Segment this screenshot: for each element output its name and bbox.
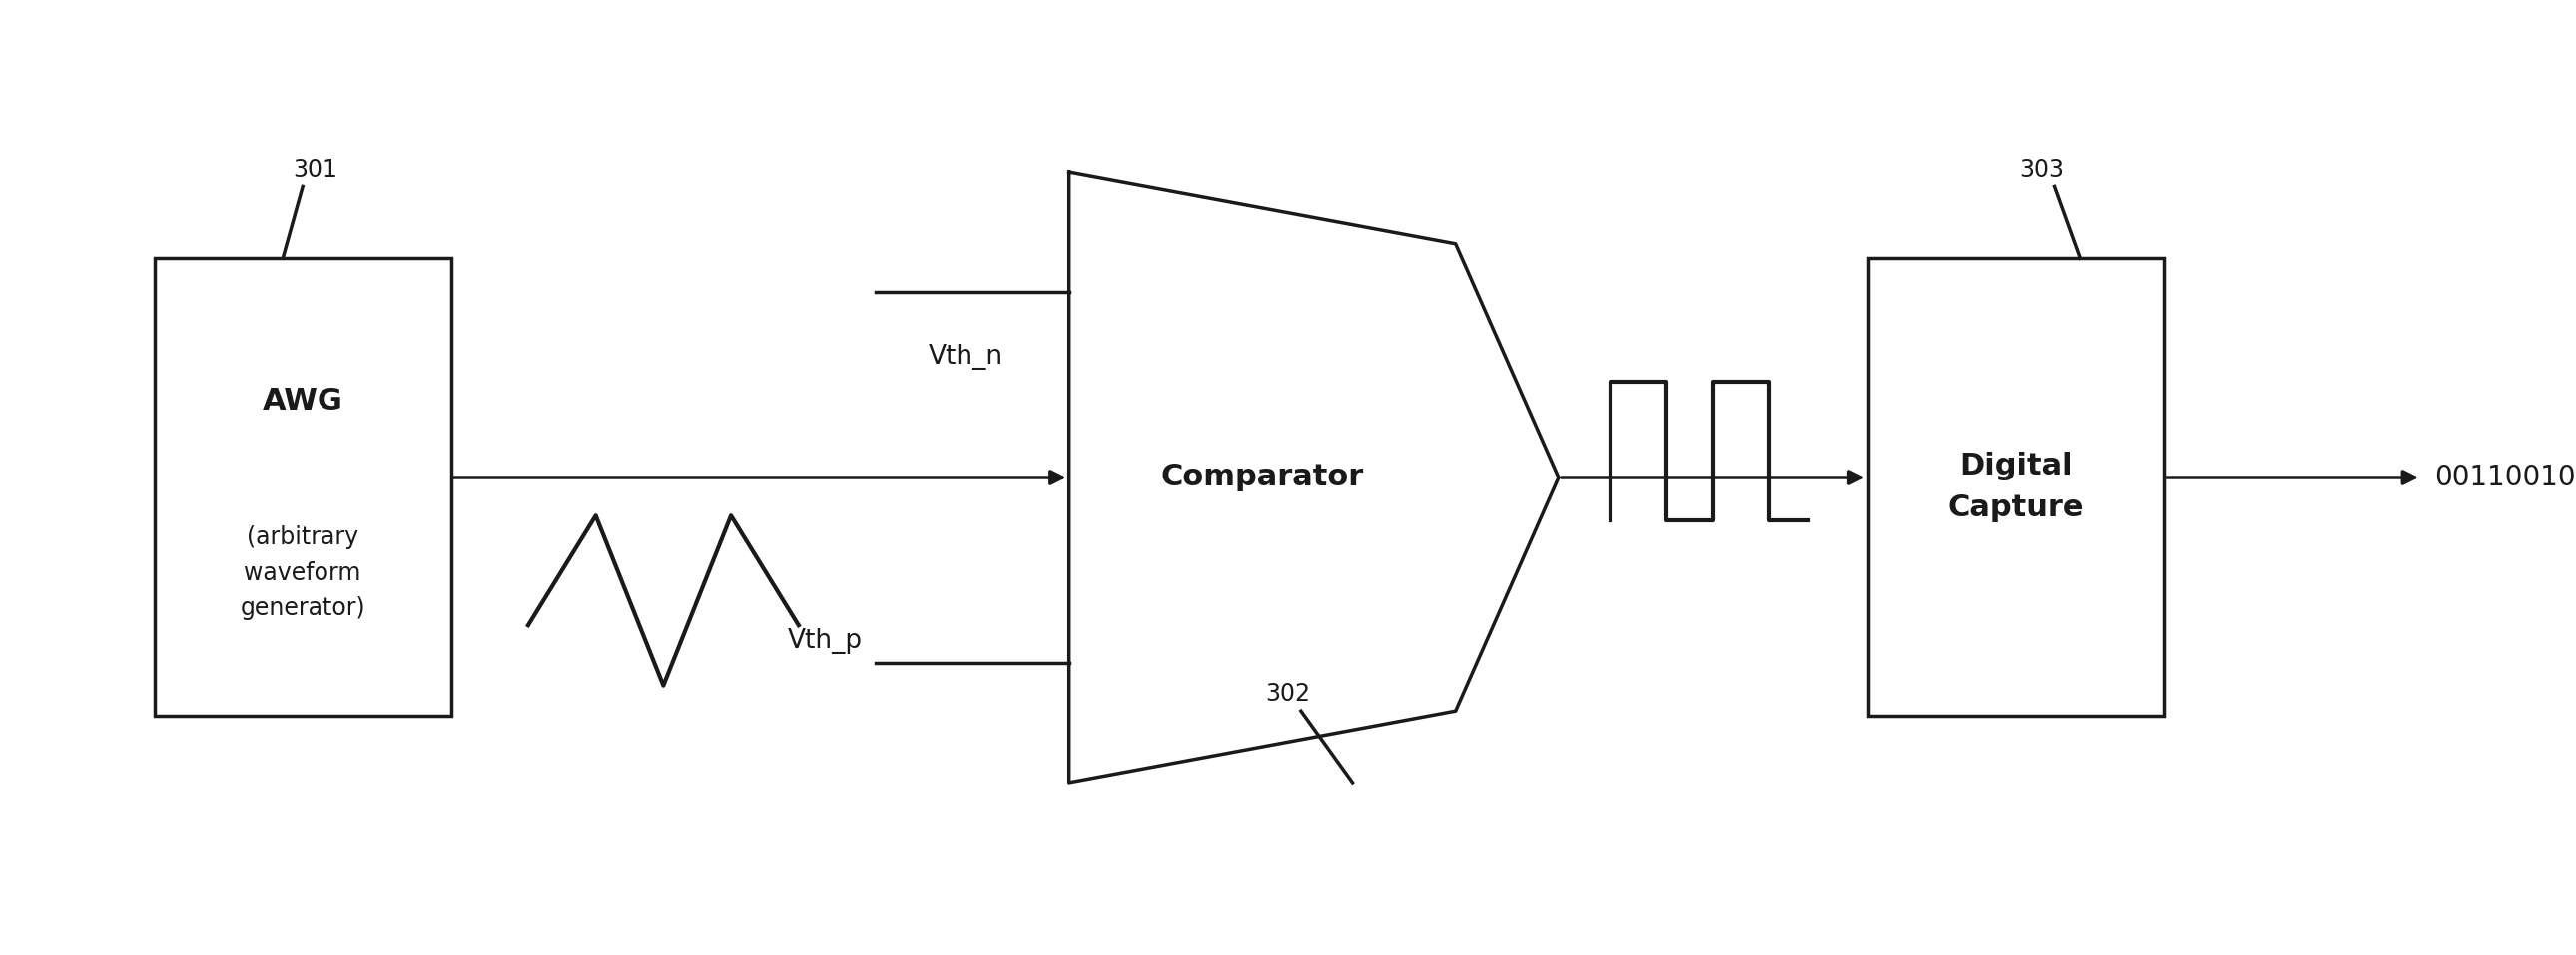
Text: 301: 301	[294, 158, 337, 181]
Text: 302: 302	[1265, 683, 1311, 707]
Text: Digital
Capture: Digital Capture	[1947, 451, 2084, 523]
Bar	[1868, 258, 2164, 716]
Text: 00110010: 00110010	[2434, 463, 2576, 492]
Text: (arbitrary
waveform
generator): (arbitrary waveform generator)	[240, 525, 366, 621]
Text: 303: 303	[2020, 158, 2063, 181]
Bar	[155, 258, 451, 716]
Text: AWG: AWG	[263, 387, 343, 415]
Text: Vth_n: Vth_n	[927, 344, 1005, 370]
Text: Comparator: Comparator	[1162, 463, 1363, 492]
Text: Vth_p: Vth_p	[788, 628, 863, 654]
